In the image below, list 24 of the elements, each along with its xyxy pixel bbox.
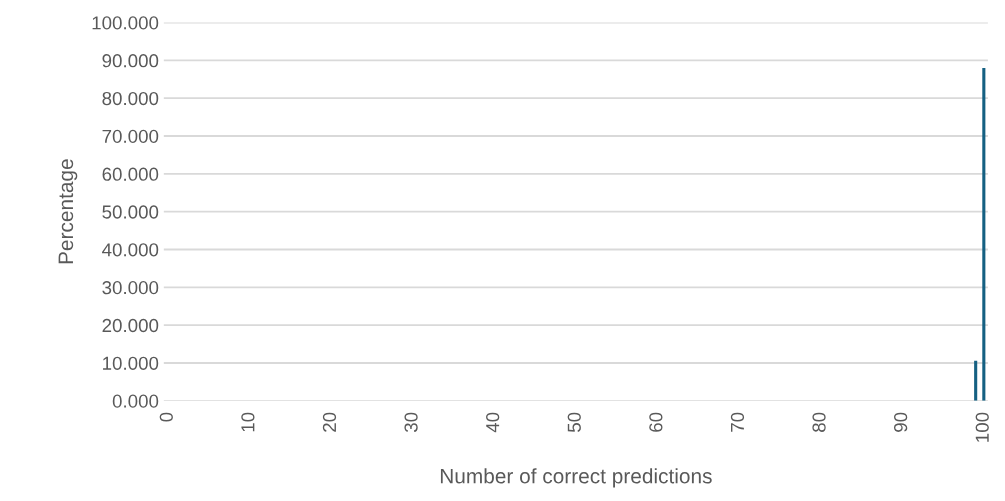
y-tick-label: 100.000 [92, 16, 159, 30]
y-tick-label: 60.000 [102, 167, 159, 181]
x-tick-label: 90 [894, 412, 908, 432]
y-tick-label: 0.000 [112, 394, 159, 408]
x-tick-label: 50 [567, 412, 581, 433]
y-axis-title: Percentage [58, 159, 78, 264]
y-tick-label: 50.000 [102, 205, 159, 219]
y-tick-label: 40.000 [102, 243, 159, 257]
x-tick-label: 80 [812, 412, 826, 432]
y-tick-label: 30.000 [102, 281, 159, 295]
x-tick-label: 10 [241, 412, 255, 432]
y-tick-label: 70.000 [102, 129, 159, 143]
x-tick-label: 70 [730, 412, 745, 432]
y-tick-label: 80.000 [102, 91, 159, 106]
y-tick-label: 90.000 [102, 54, 159, 68]
x-tick-label: 30 [404, 412, 418, 433]
x-axis-title: Number of correct predictions [440, 468, 712, 488]
x-tick-label: 20 [322, 412, 337, 432]
x-tick-label: 100 [975, 412, 989, 442]
y-tick-label: 20.000 [102, 318, 159, 333]
x-tick-label: 60 [649, 412, 663, 432]
y-tick-label: 10.000 [103, 356, 159, 370]
x-tick-label: 40 [486, 412, 500, 433]
x-tick-label: 0 [159, 412, 173, 422]
